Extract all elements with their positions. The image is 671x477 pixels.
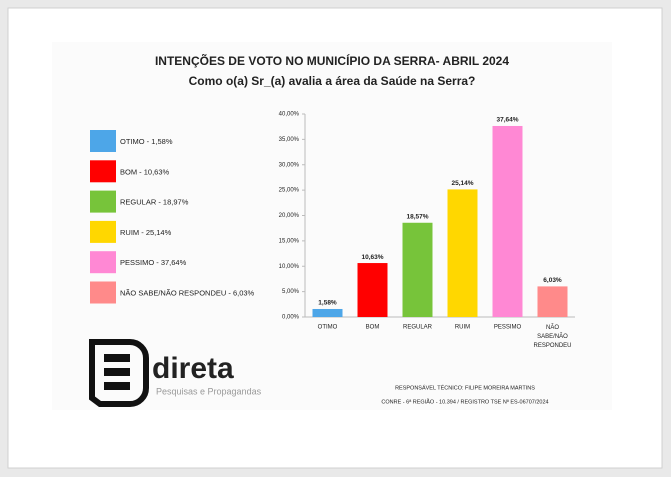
y-tick-label: 20,00% xyxy=(279,213,300,219)
legend-label: NÃO SABE/NÃO RESPONDEU - 6,03% xyxy=(120,288,255,297)
legend-label: PESSIMO - 37,64% xyxy=(120,258,187,267)
legend-swatch xyxy=(90,190,116,213)
legend-label: OTIMO - 1,58% xyxy=(120,137,173,146)
y-tick-label: 35,00% xyxy=(279,137,300,143)
slide xyxy=(52,42,612,410)
chart-title: INTENÇÕES DE VOTO NO MUNICÍPIO DA SERRA-… xyxy=(155,53,509,68)
x-tick-label: NÃO SABE/NÃO RESPONDEU xyxy=(533,324,571,349)
legend-label: RUIM - 25,14% xyxy=(120,228,172,237)
y-tick-label: 15,00% xyxy=(279,238,300,244)
brand-name: direta xyxy=(152,352,234,385)
y-tick-label: 40,00% xyxy=(279,112,300,118)
x-tick-label: REGULAR xyxy=(403,325,433,331)
legend-swatch xyxy=(90,220,116,243)
data-label: 10,63% xyxy=(361,254,383,261)
legend-label: REGULAR - 18,97% xyxy=(120,198,189,207)
bar xyxy=(357,263,388,317)
y-tick-label: 25,00% xyxy=(279,188,300,194)
data-label: 1,58% xyxy=(318,300,337,307)
legend-swatch xyxy=(90,160,116,183)
bar xyxy=(537,286,568,317)
footer-registry: CONRE - 6ª REGIÃO - 10.394 / REGISTRO TS… xyxy=(381,398,548,405)
data-label: 18,57% xyxy=(406,213,428,220)
x-tick-label: BOM xyxy=(366,325,380,331)
bar xyxy=(402,222,433,317)
chart-subtitle: Como o(a) Sr_(a) avalia a área da Saúde … xyxy=(189,74,476,88)
bar xyxy=(312,308,343,317)
x-tick-label: PESSIMO xyxy=(494,325,522,331)
data-label: 37,64% xyxy=(496,117,518,124)
y-tick-label: 10,00% xyxy=(279,264,300,270)
x-tick-label: OTIMO xyxy=(318,325,338,331)
y-tick-label: 5,00% xyxy=(282,289,300,295)
legend-swatch xyxy=(90,251,116,274)
y-tick-label: 30,00% xyxy=(279,162,300,168)
bar xyxy=(492,125,523,318)
data-label: 6,03% xyxy=(543,277,562,284)
legend-swatch xyxy=(90,281,116,304)
footer-responsible: RESPONSÁVEL TÉCNICO: FILIPE MOREIRA MART… xyxy=(395,384,535,391)
legend-swatch xyxy=(90,130,116,152)
legend-label: BOM - 10,63% xyxy=(120,167,170,176)
bar xyxy=(447,189,478,317)
logo-icon xyxy=(89,339,149,407)
data-label: 25,14% xyxy=(451,180,473,187)
y-tick-label: 0,00% xyxy=(282,315,300,321)
x-tick-label: RUIM xyxy=(455,325,470,331)
brand-tagline: Pesquisas e Propagandas xyxy=(156,386,262,396)
